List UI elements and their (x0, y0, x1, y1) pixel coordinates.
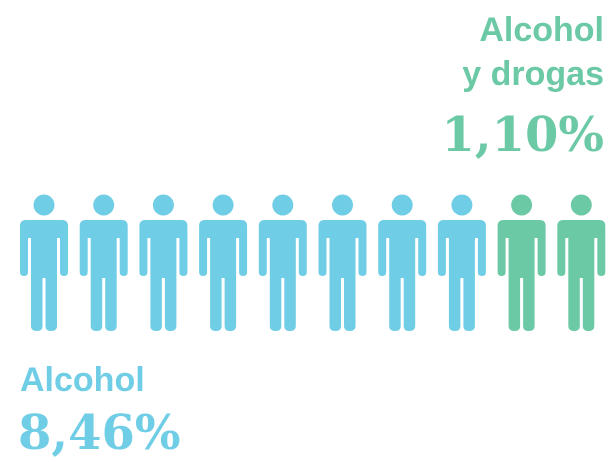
person-icon (79, 194, 128, 331)
person-icon (437, 194, 486, 331)
alcohol-drugs-label-line1: Alcohol (479, 11, 604, 49)
alcohol-drugs-label-line2: y drogas (462, 55, 604, 93)
person-icon (258, 194, 307, 331)
alcohol-label: Alcohol (20, 361, 145, 399)
alcohol-value: 8,46% (18, 405, 181, 461)
alcohol-drugs-label: Alcohol y drogas (462, 8, 604, 96)
person-icon (318, 194, 367, 331)
person-icon (199, 194, 248, 331)
person-icon (557, 194, 606, 331)
alcohol-drugs-value: 1,10% (441, 107, 604, 163)
person-icon (139, 194, 188, 331)
person-icon (378, 194, 427, 331)
person-icon (497, 194, 546, 331)
person-icon (20, 194, 68, 331)
pictogram (20, 194, 606, 331)
